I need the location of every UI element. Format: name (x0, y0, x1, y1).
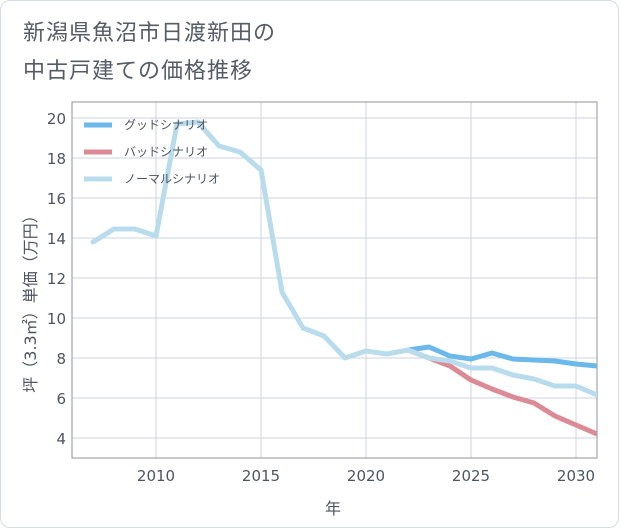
legend-bad-label: バッドシナリオ (124, 145, 208, 159)
normal-scenario-line (90, 119, 597, 398)
y-tick-label: 20 (47, 110, 66, 128)
x-axis-title: 年 (325, 499, 341, 518)
x-tick-label: 2025 (452, 467, 490, 485)
y-tick-label: 10 (47, 310, 66, 328)
x-tick-label: 2020 (347, 467, 385, 485)
x-tick-label: 2030 (557, 467, 595, 485)
y-tick-label: 12 (47, 270, 66, 288)
legend-good-label: グッドシナリオ (124, 118, 208, 132)
chart-title-line2: 中古戸建ての価格推移 (23, 59, 254, 84)
chart-title-line1: 新潟県魚沼市日渡新田の (23, 21, 277, 46)
good-scenario-line (405, 344, 597, 369)
y-tick-label: 16 (47, 190, 66, 208)
chart-title: 新潟県魚沼市日渡新田の 中古戸建ての価格推移 (23, 15, 276, 91)
y-tick-label: 8 (56, 350, 66, 368)
x-tick-labels: 2010 2015 2020 2025 2030 (137, 467, 595, 485)
y-tick-label: 4 (56, 430, 66, 448)
y-tick-labels: 4 6 8 10 12 14 16 18 20 (47, 110, 66, 448)
y-axis-title: 坪（3.3㎡）単価（万円） (21, 207, 40, 392)
x-tick-label: 2010 (137, 467, 175, 485)
y-tick-label: 6 (56, 390, 66, 408)
x-tick-label: 2015 (242, 467, 280, 485)
y-tick-label: 14 (47, 230, 66, 248)
plot-area-frame (71, 101, 598, 459)
legend-normal-label: ノーマルシナリオ (124, 172, 220, 186)
series-layer (90, 119, 597, 437)
y-tick-label: 18 (47, 150, 66, 168)
